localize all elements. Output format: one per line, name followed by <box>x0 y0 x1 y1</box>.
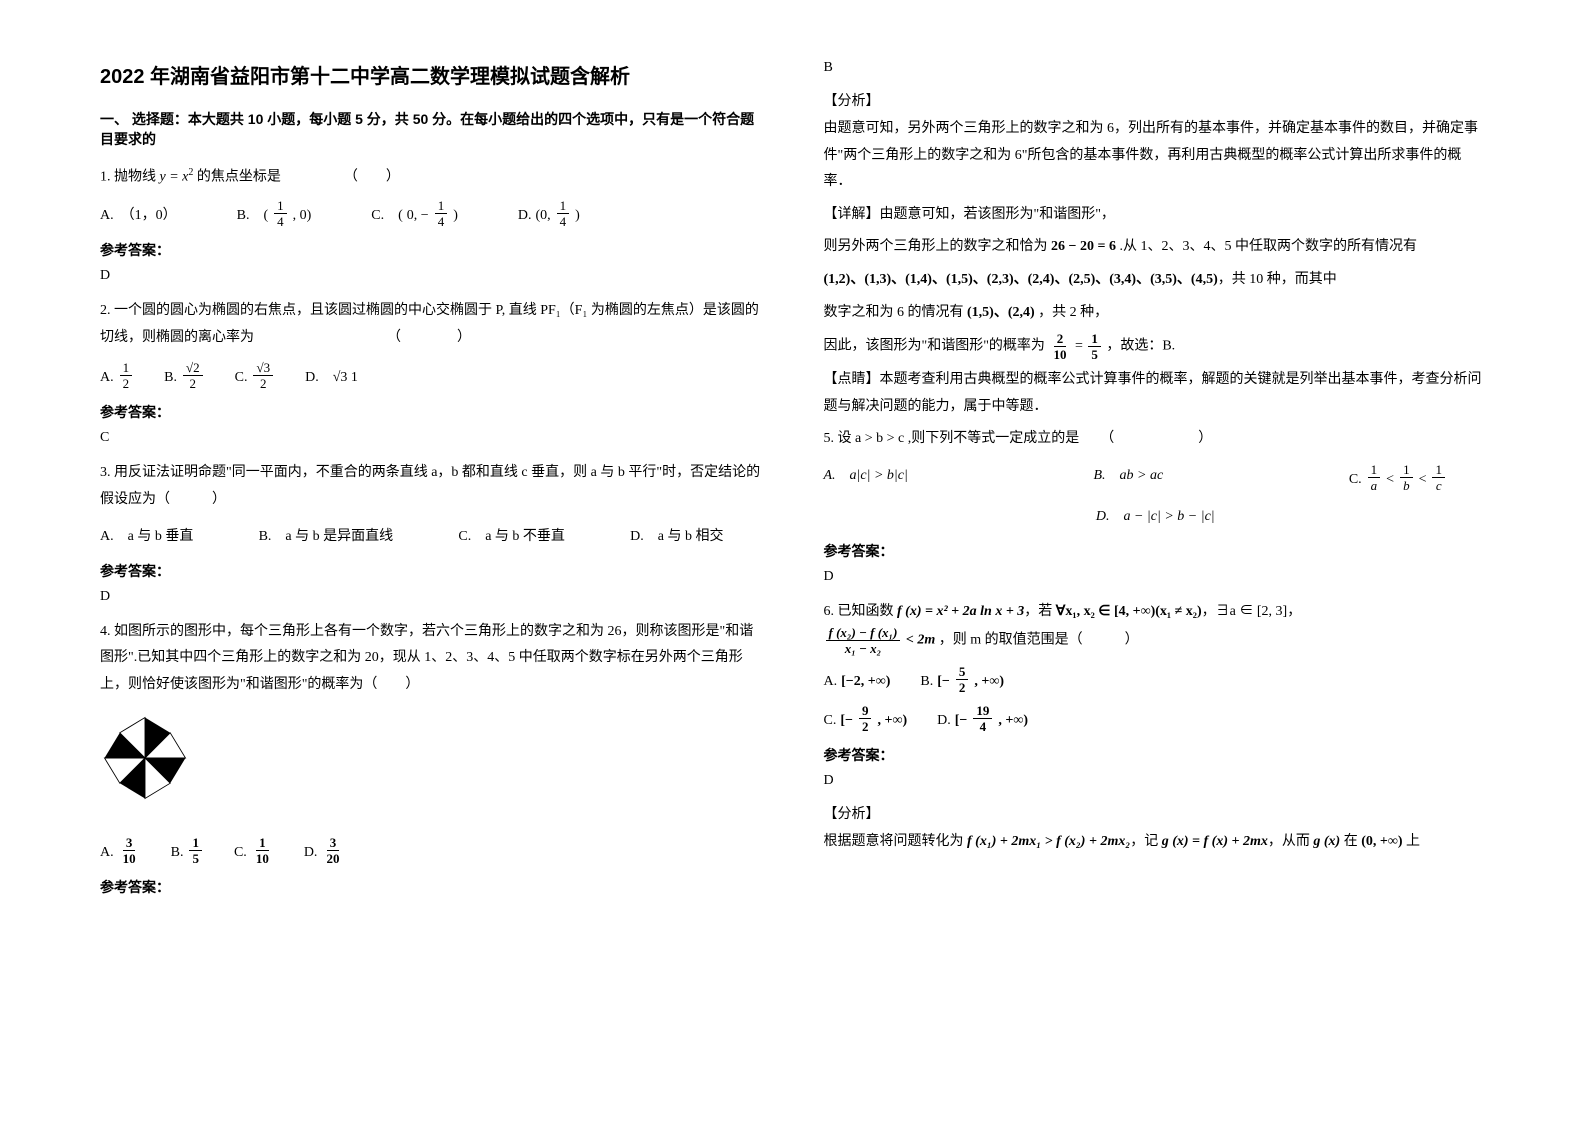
pinwheel-figure <box>100 713 190 812</box>
options-row: A. 12 B. √22 C. √32 D. √3 1 <box>100 361 764 390</box>
conclusion: 因此，该图形为"和谐图形"的概率为 210 = 15 ，故选：B. <box>824 332 1488 361</box>
option-d: D. [− 194 , +∞) <box>937 704 1028 733</box>
question-text: 6. 已知函数 f (x) = x² + 2a ln x + 3，若 ∀x₁, … <box>824 599 1488 626</box>
tip-text: 【点睛】本题考查利用古典概型的概率公式计算事件的概率，解题的关键就是列举出基本事… <box>824 367 1488 420</box>
option-b: B. [− 52 , +∞) <box>920 665 1004 694</box>
options-row: A. a 与 b 垂直 B. a 与 b 是异面直线 C. a 与 b 不垂直 … <box>100 524 764 549</box>
option-c: C. √32 <box>235 361 275 390</box>
option-a: A. 310 <box>100 836 141 865</box>
answer-label: 参考答案： <box>824 745 1488 765</box>
option-d: D. (0, 14 ) <box>518 199 580 228</box>
option-c: C. a 与 b 不垂直 <box>458 524 565 549</box>
answer: D <box>100 268 764 284</box>
detail-label: 【详解】由题意可知，若该图形为"和谐图形"， <box>824 202 1488 229</box>
option-c: C. 1a < 1b < 1c <box>1349 463 1447 492</box>
option-a: A. [−2, +∞) <box>824 669 891 694</box>
answer-label: 参考答案： <box>100 402 764 422</box>
answer: B <box>824 60 1488 76</box>
option-c: C. 110 <box>234 836 274 865</box>
analysis-label: 【分析】 <box>824 803 1488 823</box>
option-d: D. a 与 b 相交 <box>630 524 723 549</box>
analysis-text: 由题意可知，另外两个三角形上的数字之和为 6，列出所有的基本事件，并确定基本事件… <box>824 116 1488 196</box>
sum6-text: 数字之和为 6 的情况有 (1,5)、(2,4) ，共 2 种， <box>824 300 1488 327</box>
option-b: B. √22 <box>164 361 204 390</box>
question-text: 5. 设 a > b > c ,则下列不等式一定成立的是 （ ） <box>824 426 1488 453</box>
document-title: 2022 年湖南省益阳市第十二中学高二数学理模拟试题含解析 <box>100 60 764 89</box>
answer: D <box>824 773 1488 789</box>
option-b: B. ab > ac <box>1093 463 1163 492</box>
options-row-2: C. [− 92 , +∞) D. [− 194 , +∞) <box>824 704 1488 733</box>
answer-label: 参考答案： <box>100 877 764 897</box>
option-b: B. 15 <box>171 836 204 865</box>
question-5: 5. 设 a > b > c ,则下列不等式一定成立的是 （ ） A. a|c|… <box>824 426 1488 529</box>
option-d: D. √3 1 <box>305 365 358 390</box>
options-row-1: A. [−2, +∞) B. [− 52 , +∞) <box>824 665 1488 694</box>
option-c: C. ( 0, − 14 ) <box>371 199 458 228</box>
question-3: 3. 用反证法证明命题"同一平面内，不重合的两条直线 a，b 都和直线 c 垂直… <box>100 460 764 548</box>
inequality: f (x₂) − f (x₁)x₁ − x₂ < 2m ，则 m 的取值范围是（… <box>824 626 1488 655</box>
option-d: D. 320 <box>304 836 345 865</box>
pinwheel-icon <box>100 713 190 803</box>
answer-label: 参考答案： <box>100 240 764 260</box>
question-text: 1. 抛物线 y = x2 的焦点坐标是 （ ） <box>100 163 764 191</box>
options-row: A. a|c| > b|c| B. ab > ac C. 1a < 1b < 1… <box>824 463 1488 492</box>
question-6: 6. 已知函数 f (x) = x² + 2a ln x + 3，若 ∀x₁, … <box>824 599 1488 733</box>
question-text: 4. 如图所示的图形中，每个三角形上各有一个数字，若六个三角形上的数字之和为 2… <box>100 619 764 699</box>
option-b: B. a 与 b 是异面直线 <box>259 524 394 549</box>
option-c: C. [− 92 , +∞) <box>824 704 908 733</box>
options-row: A. 310 B. 15 C. 110 D. 320 <box>100 836 764 865</box>
answer-label: 参考答案： <box>100 561 764 581</box>
option-a: A. a 与 b 垂直 <box>100 524 193 549</box>
answer-label: 参考答案： <box>824 541 1488 561</box>
answer: D <box>824 569 1488 585</box>
option-b: B. ( 14 , 0) <box>237 199 312 228</box>
options-row: A. （1，0） B. ( 14 , 0) C. ( 0, − 14 ) D. … <box>100 199 764 228</box>
detail-text: 则另外两个三角形上的数字之和恰为 26 − 20 = 6 .从 1、2、3、4、… <box>824 234 1488 261</box>
option-a: A. a|c| > b|c| <box>824 463 908 492</box>
option-d: D. a − |c| > b − |c| <box>824 504 1488 529</box>
answer: D <box>100 589 764 605</box>
question-1: 1. 抛物线 y = x2 的焦点坐标是 （ ） A. （1，0） B. ( 1… <box>100 163 764 228</box>
question-text: 3. 用反证法证明命题"同一平面内，不重合的两条直线 a，b 都和直线 c 垂直… <box>100 460 764 513</box>
question-2: 2. 一个圆的圆心为椭圆的右焦点，且该圆过椭圆的中心交椭圆于 P, 直线 PF₁… <box>100 298 764 390</box>
answer: C <box>100 430 764 446</box>
question-text: 2. 一个圆的圆心为椭圆的右焦点，且该圆过椭圆的中心交椭圆于 P, 直线 PF₁… <box>100 298 764 351</box>
analysis-label: 【分析】 <box>824 90 1488 110</box>
option-a: A. 12 <box>100 361 134 390</box>
pairs-list: (1,2)、(1,3)、(1,4)、(1,5)、(2,3)、(2,4)、(2,5… <box>824 267 1488 294</box>
option-a: A. （1，0） <box>100 203 177 228</box>
section-heading: 一、 选择题：本大题共 10 小题，每小题 5 分，共 50 分。在每小题给出的… <box>100 109 764 149</box>
question-4: 4. 如图所示的图形中，每个三角形上各有一个数字，若六个三角形上的数字之和为 2… <box>100 619 764 865</box>
analysis-text: 根据题意将问题转化为 f (x₁) + 2mx₁ > f (x₂) + 2mx₂… <box>824 829 1488 856</box>
